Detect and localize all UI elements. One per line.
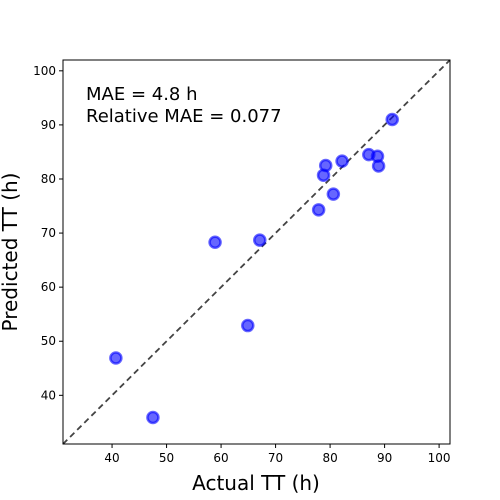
x-tick-label: 100 [428, 451, 451, 465]
x-axis-label: Actual TT (h) [192, 471, 320, 495]
data-point [146, 410, 160, 425]
data-point [326, 187, 341, 201]
x-tick-label: 50 [159, 451, 174, 465]
data-point [253, 233, 267, 247]
data-point [109, 351, 123, 365]
y-tick-label: 90 [41, 118, 56, 132]
y-tick-label: 100 [33, 64, 56, 78]
data-point [371, 159, 386, 173]
x-tick-label: 60 [213, 451, 228, 465]
data-point [335, 154, 349, 168]
y-tick-label: 80 [41, 172, 56, 186]
y-tick-label: 40 [41, 388, 56, 402]
y-tick-label: 60 [41, 280, 56, 294]
y-tick-label: 70 [41, 226, 56, 240]
mae-annotation: MAE = 4.8 h [86, 84, 198, 105]
data-point [241, 318, 255, 333]
identity-line [62, 59, 451, 445]
y-tick-label: 50 [41, 334, 56, 348]
plot-area-frame [62, 59, 451, 445]
data-point [318, 158, 333, 173]
x-tick-label: 80 [322, 451, 337, 465]
x-tick-label: 40 [104, 451, 119, 465]
x-tick-label: 90 [377, 451, 392, 465]
y-axis-label: Predicted TT (h) [0, 173, 22, 332]
data-point [311, 203, 326, 217]
data-point [385, 112, 399, 127]
relative-mae-annotation: Relative MAE = 0.077 [86, 106, 282, 127]
data-point [208, 235, 222, 250]
x-tick-label: 70 [268, 451, 283, 465]
